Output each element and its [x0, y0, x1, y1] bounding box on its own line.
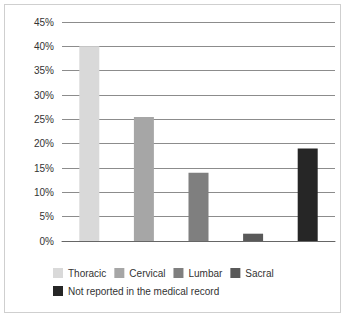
svg-text:Cervical: Cervical — [129, 268, 165, 279]
svg-text:10%: 10% — [34, 187, 54, 198]
svg-text:Sacral: Sacral — [245, 268, 273, 279]
svg-text:0%: 0% — [40, 236, 55, 247]
svg-text:Thoracic: Thoracic — [68, 268, 106, 279]
svg-text:20%: 20% — [34, 138, 54, 149]
svg-text:15%: 15% — [34, 163, 54, 174]
svg-text:Lumbar: Lumbar — [188, 268, 223, 279]
svg-text:35%: 35% — [34, 65, 54, 76]
svg-text:Not reported in the medical re: Not reported in the medical record — [68, 286, 219, 297]
svg-text:40%: 40% — [34, 41, 54, 52]
svg-text:45%: 45% — [34, 17, 54, 28]
svg-text:25%: 25% — [34, 114, 54, 125]
svg-text:30%: 30% — [34, 90, 54, 101]
svg-text:5%: 5% — [40, 211, 55, 222]
